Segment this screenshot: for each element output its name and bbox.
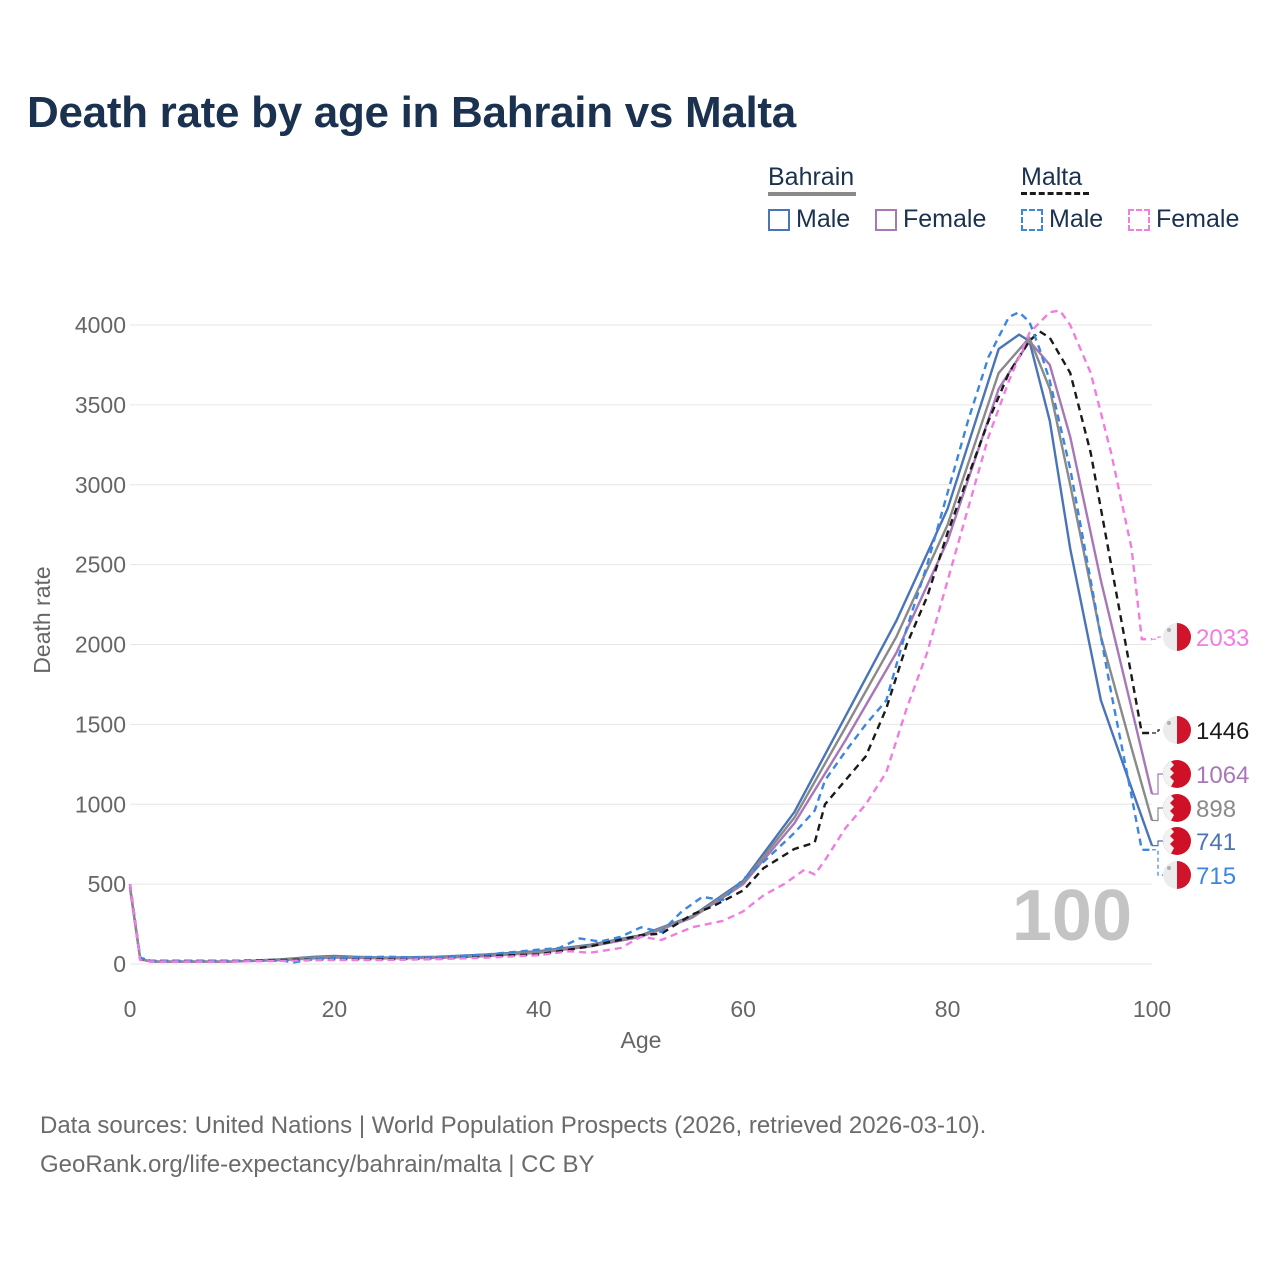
grid — [130, 324, 1152, 965]
bahrain-flag-white — [1163, 828, 1174, 854]
end-label-malta-female: 2033 — [1196, 625, 1249, 652]
end-connector-malta-female — [1152, 636, 1164, 640]
y-tick-label-1000: 1000 — [75, 791, 126, 817]
flag-icon-bahrain-bahrain — [1163, 794, 1191, 822]
bahrain-flag-white — [1163, 795, 1174, 821]
series-line-bahrain — [128, 336, 1154, 963]
series-lines — [128, 309, 1154, 964]
y-tick-label-500: 500 — [88, 871, 126, 897]
malta-flag-red-half — [1177, 623, 1191, 651]
x-tick-label-80: 80 — [935, 996, 961, 1022]
end-label-bahrain-female: 1064 — [1196, 762, 1249, 789]
malta-flag-white-half — [1163, 716, 1177, 744]
malta-flag-cross — [1167, 721, 1171, 725]
malta-flag-white-half — [1163, 861, 1177, 889]
series-line-malta — [128, 330, 1152, 962]
end-connector-bahrain — [1152, 807, 1164, 822]
malta-flag-cross — [1167, 866, 1171, 870]
end-label-malta: 1446 — [1196, 718, 1249, 745]
y-tick-label-3000: 3000 — [75, 472, 126, 498]
y-tick-label-3500: 3500 — [75, 392, 126, 418]
series-line-bahrain-male — [128, 333, 1154, 963]
end-connector-bahrain-male — [1152, 840, 1164, 847]
x-tick-label-100: 100 — [1133, 996, 1171, 1022]
x-tick-label-40: 40 — [526, 996, 552, 1022]
source-note: Data sources: United Nations | World Pop… — [40, 1106, 986, 1184]
y-tick-label-4000: 4000 — [75, 312, 126, 338]
series-line-malta-male — [128, 311, 1152, 964]
y-axis-label: Death rate — [29, 566, 55, 673]
malta-flag-red-half — [1177, 716, 1191, 744]
end-connector-malta — [1152, 729, 1164, 734]
y-tick-label-1500: 1500 — [75, 711, 126, 737]
end-label-bahrain-male: 741 — [1196, 829, 1236, 856]
flag-icon-malta-malta-male — [1163, 861, 1191, 889]
end-label-malta-male: 715 — [1196, 863, 1236, 890]
series-line-bahrain-female — [128, 339, 1154, 963]
x-tick-label-0: 0 — [124, 996, 137, 1022]
axes: 0 500 1000 1500 2000 2500 3000 3500 4000 0 20 40 60 8… — [75, 312, 1171, 1022]
flag-icon-bahrain-bahrain-male — [1163, 827, 1191, 855]
end-connector-bahrain-female — [1152, 773, 1164, 795]
flag-icon-bahrain-bahrain-female — [1163, 760, 1191, 788]
bahrain-flag-white — [1163, 761, 1174, 787]
malta-flag-red-half — [1177, 861, 1191, 889]
source-line-2[interactable]: GeoRank.org/life-expectancy/bahrain/malt… — [40, 1151, 595, 1178]
y-tick-label-0: 0 — [113, 951, 126, 977]
y-tick-label-2000: 2000 — [75, 632, 126, 658]
series-line-malta-female — [128, 309, 1152, 963]
flag-icon-malta-malta — [1163, 716, 1191, 744]
x-tick-label-20: 20 — [322, 996, 348, 1022]
source-line-1: Data sources: United Nations | World Pop… — [40, 1112, 987, 1139]
flag-icon-malta-malta-female — [1163, 623, 1191, 651]
end-labels: 2033 1446 1064 898 741 715 — [1152, 623, 1249, 890]
watermark-year: 100 — [1012, 876, 1132, 956]
end-connector-malta-male — [1152, 849, 1164, 876]
malta-flag-white-half — [1163, 623, 1177, 651]
y-tick-label-2500: 2500 — [75, 552, 126, 578]
x-tick-label-60: 60 — [730, 996, 756, 1022]
malta-flag-cross — [1167, 628, 1171, 632]
chart-title: Death rate by age in Bahrain vs Malta — [27, 88, 796, 137]
x-axis-label: Age — [621, 1027, 662, 1053]
end-label-bahrain: 898 — [1196, 796, 1236, 823]
